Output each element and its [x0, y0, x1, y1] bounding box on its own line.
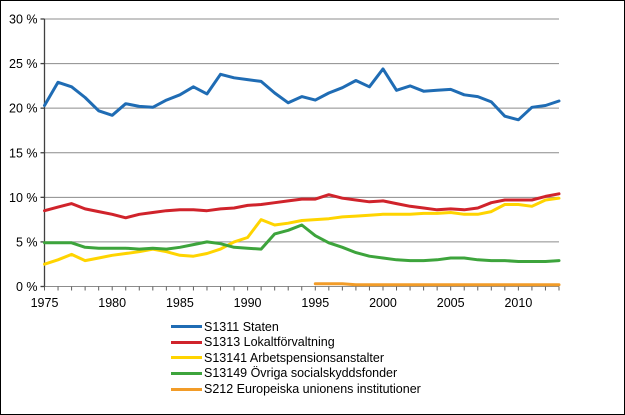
legend-label: S1313 Lokaltförvaltning: [204, 335, 335, 350]
x-tick-label: 1990: [234, 296, 262, 310]
y-tick-label: 5 %: [16, 235, 38, 249]
series-line-s1311-staten: [43, 67, 561, 122]
legend-item-s1313-lokaltforvaltning: S1313 Lokaltförvaltning: [171, 335, 421, 351]
series-line-s1313-lokaltforvaltning: [43, 192, 561, 220]
x-tick-label: 2005: [437, 296, 465, 310]
chart-legend: S1311 Staten S1313 Lokaltförvaltning S1314…: [171, 319, 421, 397]
legend-item-s1311-staten: S1311 Staten: [171, 319, 421, 335]
series-line-s13141-arbetspensionsanstalter: [43, 196, 561, 266]
x-tick-label: 1995: [301, 296, 329, 310]
y-tick-label: 15 %: [9, 146, 38, 160]
legend-line-swatch: [171, 372, 202, 376]
y-tick-label: 0 %: [16, 280, 38, 294]
y-tick-label: 10 %: [9, 191, 38, 205]
series-line-s13149-ovriga-socialskyddsfonder: [43, 223, 561, 263]
x-tick-label: 1975: [31, 296, 59, 310]
x-tick-label: 1980: [98, 296, 126, 310]
x-tick-label: 1985: [166, 296, 194, 310]
x-tick-label: 2010: [504, 296, 532, 310]
y-tick-label: 25 %: [9, 57, 38, 71]
legend-item-s212-europeiska-unionens-institutioner: S212 Europeiska unionens institutioner: [171, 381, 421, 397]
y-tick-label: 30 %: [9, 13, 38, 27]
legend-label: S212 Europeiska unionens institutioner: [204, 381, 421, 396]
legend-line-swatch: [171, 340, 202, 344]
legend-item-s13149-ovriga-socialskyddsfonder: S13149 Övriga socialskyddsfonder: [171, 366, 421, 382]
legend-label: S13141 Arbetspensionsanstalter: [204, 350, 384, 365]
y-tick-label: 20 %: [9, 102, 38, 116]
x-tick-label: 2000: [369, 296, 397, 310]
legend-line-swatch: [171, 387, 202, 391]
legend-item-s13141-arbetspensionsanstalter: S13141 Arbetspensionsanstalter: [171, 350, 421, 366]
series-line-s212-europeiska-unionens-institutioner: [313, 282, 561, 287]
legend-label: S1311 Staten: [204, 319, 279, 334]
legend-line-swatch: [171, 356, 202, 360]
legend-label: S13149 Övriga socialskyddsfonder: [204, 366, 398, 381]
legend-line-swatch: [171, 325, 202, 329]
